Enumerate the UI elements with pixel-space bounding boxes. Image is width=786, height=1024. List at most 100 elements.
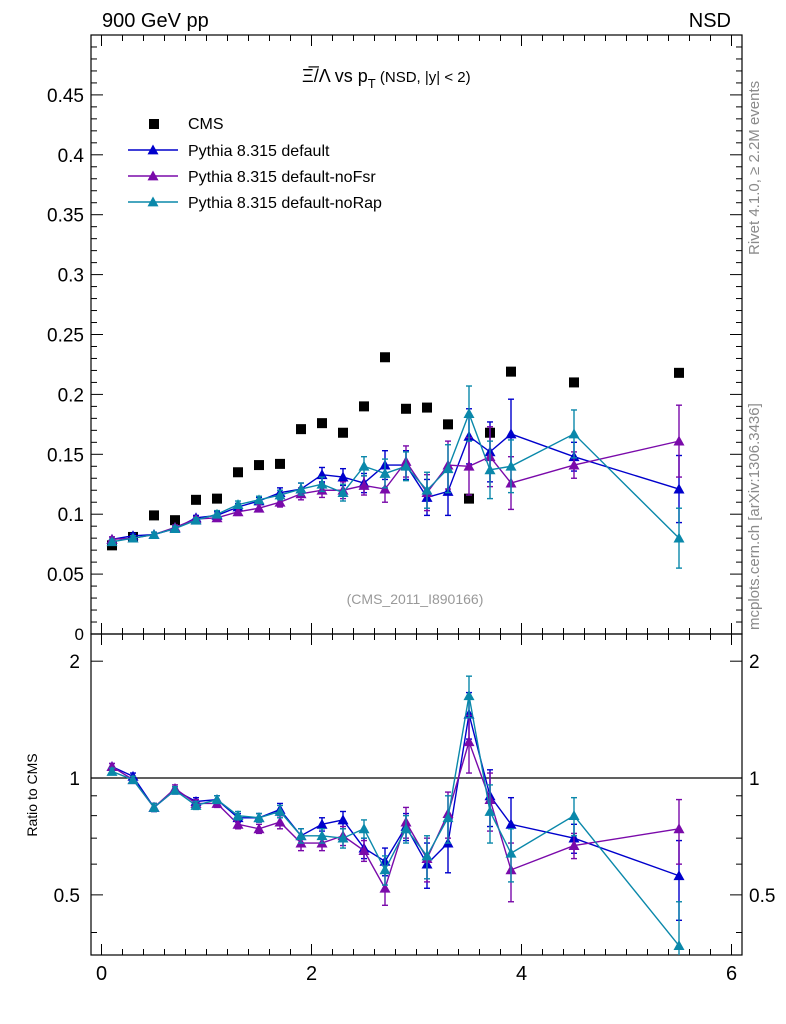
data-point-default xyxy=(673,483,685,494)
data-point-noFsr xyxy=(673,823,685,834)
data-point-noFsr xyxy=(274,816,286,827)
y-tick-label: 0.1 xyxy=(58,505,84,526)
rivet-version-label: Rivet 4.1.0, ≥ 2.2M events xyxy=(746,80,763,255)
data-point-noFsr xyxy=(232,506,244,517)
main-y-ticks: 0.05 0.1 0.15 0.2 0.25 0.3 0.35 0.4 0.45 0 xyxy=(47,46,742,644)
data-point-noRap xyxy=(379,864,391,875)
y-tick-label: 0.25 xyxy=(47,326,84,347)
data-point-noRap xyxy=(232,810,244,821)
data-point-cms xyxy=(380,352,390,363)
ratio-y-tick-label: 1 xyxy=(69,769,80,790)
data-point-noFsr xyxy=(463,736,475,747)
data-point-default xyxy=(337,814,349,825)
data-point-noRap xyxy=(148,529,160,539)
data-point-noRap xyxy=(190,799,202,810)
title-main: Ξ̅/Λ vs p xyxy=(302,66,368,86)
data-point-cms xyxy=(254,460,264,471)
data-point-noRap xyxy=(106,536,118,547)
data-point-cms xyxy=(338,427,348,438)
data-point-cms xyxy=(443,419,453,430)
data-point-noRap xyxy=(295,830,307,841)
data-point-noRap xyxy=(337,832,349,843)
ratio-y-tick-label-right: 0.5 xyxy=(749,886,775,907)
x-tick-label: 6 xyxy=(726,963,737,985)
data-point-noRap xyxy=(421,484,433,495)
data-point-noRap xyxy=(484,464,496,475)
data-point-noRap xyxy=(190,514,202,525)
data-point-noRap xyxy=(442,812,454,823)
data-point-noFsr xyxy=(568,459,580,470)
data-point-cms xyxy=(296,424,306,435)
data-point-noRap xyxy=(169,784,181,795)
data-point-cms xyxy=(422,402,432,413)
data-point-noRap xyxy=(127,532,139,543)
data-point-noRap xyxy=(316,478,328,489)
y-tick-label: 0.15 xyxy=(47,445,84,466)
ratio-line-default xyxy=(111,714,680,877)
data-point-noRap xyxy=(337,487,349,498)
data-point-noRap xyxy=(274,805,286,816)
data-point-noRap xyxy=(358,823,370,834)
legend-marker-noRap xyxy=(147,196,159,207)
data-point-default xyxy=(505,428,517,439)
data-point-noRap xyxy=(442,463,454,474)
data-point-default xyxy=(505,818,517,829)
title-suffix: (NSD, |y| < 2) xyxy=(376,69,471,86)
x-ticks: 0 2 4 6 xyxy=(96,35,737,985)
data-point-noRap xyxy=(274,489,286,500)
x-tick-label: 0 xyxy=(96,963,107,985)
data-point-noFsr xyxy=(673,435,685,446)
data-point-noFsr xyxy=(232,818,244,829)
data-point-default xyxy=(337,471,349,482)
data-point-noRap xyxy=(211,508,223,519)
ratio-line-noFsr xyxy=(111,739,680,891)
y-tick-label: 0.45 xyxy=(47,86,84,107)
data-point-noRap xyxy=(253,494,265,505)
legend-marker-noFsr xyxy=(147,170,159,181)
data-point-cms xyxy=(191,494,201,505)
legend-label-nofsr: Pythia 8.315 default-noFsr xyxy=(188,169,376,186)
data-point-cms xyxy=(317,418,327,429)
data-point-cms xyxy=(275,458,285,469)
ratio-y-tick-label-right: 2 xyxy=(749,652,760,673)
data-point-noRap xyxy=(568,428,580,439)
y-tick-label: 0.05 xyxy=(47,565,84,586)
data-point-noFsr xyxy=(568,840,580,850)
chart-title: Ξ̅/Λ vs pT (NSD, |y| < 2) xyxy=(302,66,471,91)
legend-marker-default xyxy=(147,144,159,155)
data-point-cms xyxy=(506,366,516,377)
title-sub: T xyxy=(368,76,376,91)
data-point-noFsr xyxy=(358,845,370,856)
data-point-cms xyxy=(149,510,159,521)
ratio-series-noRap xyxy=(106,675,685,955)
data-point-noFsr xyxy=(274,496,286,507)
data-point-cms xyxy=(401,403,411,414)
data-point-cms xyxy=(212,493,222,504)
main-line-noFsr xyxy=(111,440,680,541)
data-point-noRap xyxy=(232,499,244,510)
data-point-noFsr xyxy=(358,479,370,490)
data-point-noRap xyxy=(148,801,160,812)
y-tick-label: 0 xyxy=(75,625,84,644)
data-point-noRap xyxy=(127,774,139,785)
data-point-noRap xyxy=(673,532,685,543)
data-point-noRap xyxy=(568,810,580,821)
y-tick-label: 0.2 xyxy=(58,385,84,406)
legend-label-default: Pythia 8.315 default xyxy=(188,143,330,160)
data-point-cms xyxy=(170,515,180,526)
data-point-noRap xyxy=(673,940,685,951)
data-point-noRap xyxy=(463,408,475,418)
x-tick-label: 4 xyxy=(516,963,527,985)
ratio-plot-frame xyxy=(90,633,743,956)
legend-label-cms: CMS xyxy=(188,116,224,133)
main-line-noRap xyxy=(111,411,680,543)
data-point-noRap xyxy=(358,460,370,471)
data-point-cms xyxy=(674,367,684,378)
ratio-line-noRap xyxy=(111,695,680,947)
y-tick-label: 0.35 xyxy=(47,206,84,227)
legend xyxy=(128,119,178,207)
data-point-noRap xyxy=(400,823,412,834)
data-point-noRap xyxy=(421,850,433,861)
data-point-noFsr xyxy=(463,460,475,471)
